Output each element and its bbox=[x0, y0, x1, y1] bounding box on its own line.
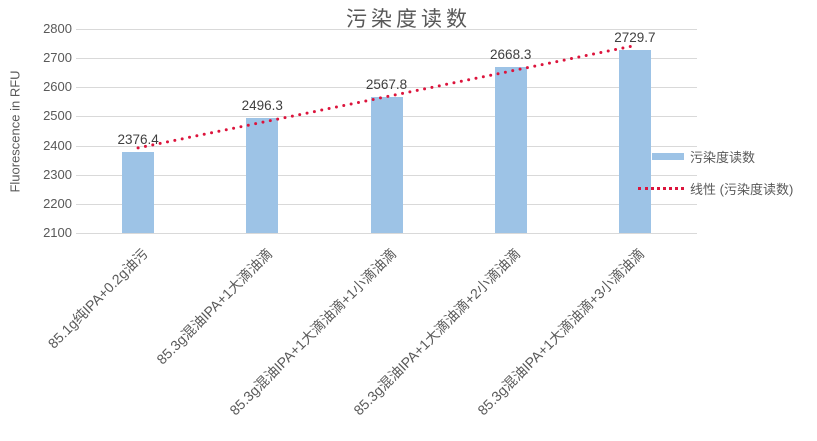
bar-value-label: 2376.4 bbox=[117, 132, 159, 148]
bar[interactable] bbox=[246, 117, 279, 233]
gridline bbox=[76, 58, 697, 60]
legend-item-trendline[interactable]: 线性 (污染度读数) bbox=[638, 178, 793, 198]
bar-value-label: 2567.8 bbox=[365, 76, 408, 92]
y-axis-tick-label: 2500 bbox=[43, 108, 72, 124]
legend-item-series[interactable]: 污染度读数 bbox=[638, 146, 793, 166]
bar[interactable] bbox=[618, 49, 651, 233]
bar[interactable] bbox=[122, 152, 155, 233]
bar[interactable] bbox=[370, 96, 403, 233]
y-axis-tick-label: 2600 bbox=[43, 79, 72, 95]
trendline[interactable] bbox=[76, 29, 697, 233]
gridline bbox=[76, 233, 697, 234]
bar-value-label: 2729.7 bbox=[614, 29, 656, 45]
gridline bbox=[76, 29, 697, 30]
legend-trendline-label: 线性 (污染度读数) bbox=[690, 181, 794, 197]
y-axis-tick-label: 2400 bbox=[43, 137, 72, 153]
legend-bar-swatch-icon bbox=[652, 152, 684, 160]
y-axis-tick-label: 2800 bbox=[43, 21, 72, 36]
bar-value-label: 2496.3 bbox=[241, 97, 283, 113]
plot-area: 2376.4 2496.3 2567.8 2668.3 2729.7 bbox=[76, 29, 697, 234]
legend-dotted-line-swatch-icon bbox=[638, 186, 684, 190]
y-axis-tick-label: 2100 bbox=[43, 225, 72, 240]
y-axis-tick-label: 2700 bbox=[43, 50, 72, 66]
chart-title: 污染度读数 bbox=[346, 7, 471, 31]
x-axis-category-label: 85.1g纯IPA+0.2g油污 bbox=[44, 245, 151, 352]
y-axis-tick-label: 2200 bbox=[43, 195, 72, 211]
bar-value-label: 2668.3 bbox=[490, 47, 532, 63]
gridline bbox=[76, 87, 697, 89]
y-axis-tick-label: 2300 bbox=[43, 166, 72, 182]
legend-series-label: 污染度读数 bbox=[690, 149, 756, 165]
x-axis-category-label: 85.3g混油IPA+1大滴油滴 bbox=[153, 245, 276, 368]
bar[interactable] bbox=[494, 67, 527, 233]
legend[interactable]: 污染度读数 线性 (污染度读数) bbox=[638, 146, 793, 198]
